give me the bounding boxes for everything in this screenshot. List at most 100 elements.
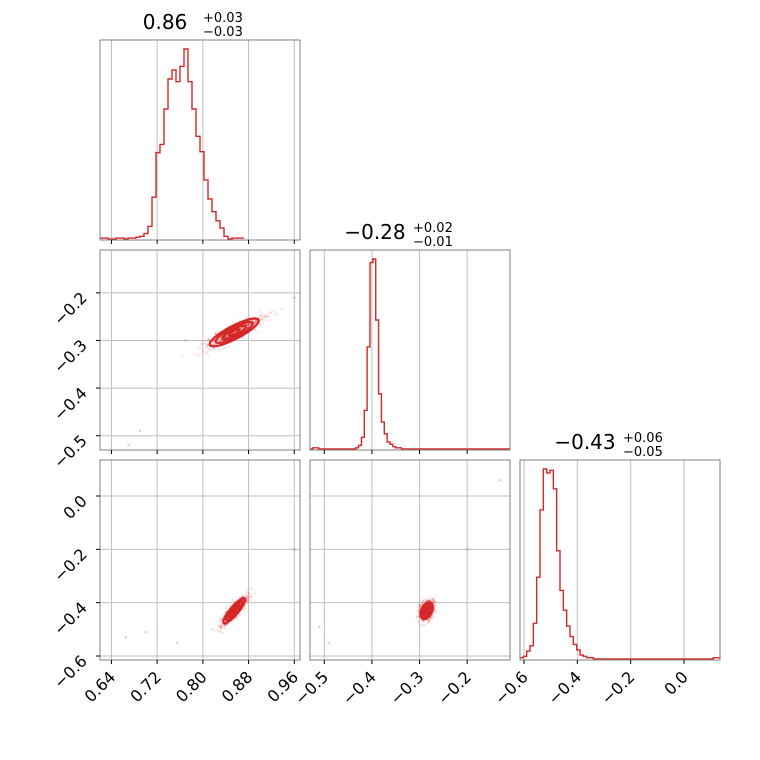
scatter-point: [419, 602, 422, 606]
scatter-point: [221, 623, 225, 627]
scatter-point: [415, 615, 418, 618]
scatter-point: [216, 331, 220, 334]
scatter-point: [417, 619, 420, 622]
scatter-point: [224, 626, 227, 630]
scatter-point: [248, 323, 251, 326]
x-tick-label: −0.2: [434, 667, 475, 708]
scatter-point: [426, 621, 429, 625]
scatter-point: [246, 322, 249, 326]
scatter-point: [252, 319, 255, 322]
scatter-point: [219, 624, 223, 628]
scatter-point: [274, 313, 277, 317]
scatter-point: [417, 615, 421, 619]
scatter-point: [248, 323, 252, 327]
scatter-point: [224, 335, 228, 339]
scatter-outlier: [327, 641, 331, 644]
scatter-point: [204, 352, 208, 355]
histogram-panel-1: [309, 249, 511, 451]
scatter-point: [245, 595, 248, 598]
param-title-minus-0: −0.03: [203, 25, 243, 40]
scatter-point: [254, 328, 258, 332]
scatter-point: [418, 606, 422, 609]
scatter-point: [228, 604, 231, 607]
scatter-point: [230, 620, 234, 623]
scatter-point: [417, 615, 420, 619]
scatter-point: [431, 598, 434, 601]
x-tick-label: −0.4: [339, 667, 380, 708]
scatter-point: [246, 600, 250, 603]
scatter-point: [253, 328, 257, 332]
scatter-point: [250, 587, 253, 591]
scatter-point: [432, 601, 436, 604]
scatter-point: [428, 618, 432, 622]
scatter-point: [418, 599, 421, 603]
histogram-step-line: [100, 48, 244, 240]
scatter-point: [272, 309, 276, 313]
scatter-point: [245, 594, 249, 597]
scatter-point: [270, 318, 273, 322]
scatter-point: [423, 600, 426, 603]
scatter-point: [421, 599, 425, 602]
scatter-point: [219, 625, 222, 628]
y-tick-label: −0.4: [50, 598, 91, 639]
param-title-minus-2: −0.05: [623, 445, 663, 460]
x-tick-label: 0.72: [126, 667, 165, 706]
scatter-point: [214, 331, 217, 335]
scatter-point: [254, 320, 258, 323]
scatter-point: [434, 604, 437, 608]
scatter-point: [224, 335, 228, 339]
scatter-point: [423, 597, 427, 601]
scatter-point: [246, 336, 249, 340]
scatter-point: [242, 607, 245, 611]
scatter-point: [218, 337, 221, 341]
scatter-point: [260, 318, 263, 321]
scatter-points: [318, 478, 502, 644]
scatter-outlier: [124, 636, 128, 639]
scatter-point: [432, 600, 435, 603]
scatter-point: [428, 620, 431, 623]
scatter-outlier: [318, 625, 321, 628]
scatter-point: [253, 592, 256, 596]
panel-frame: [99, 459, 301, 661]
scatter-point: [248, 592, 251, 596]
scatter-point: [257, 330, 260, 334]
scatter-point: [433, 600, 437, 603]
scatter-point: [261, 316, 264, 319]
histogram-panel-2: [519, 459, 721, 661]
density-contour: [227, 328, 241, 337]
scatter-point: [432, 615, 435, 618]
scatter-point: [433, 603, 437, 606]
x-tick-label: −0.4: [544, 667, 585, 708]
scatter-point: [211, 342, 215, 345]
scatter-point: [221, 631, 224, 634]
scatter-point: [253, 320, 257, 323]
scatter-point: [247, 595, 250, 599]
scatter-point: [209, 348, 213, 352]
scatter-point: [246, 597, 249, 601]
scatter-point: [422, 599, 425, 603]
x-tick-label: 0.80: [172, 667, 211, 706]
scatter-point: [263, 316, 267, 319]
panel-frame: [309, 459, 511, 661]
scatter-point: [432, 600, 436, 604]
joint-panel-1-2: [309, 459, 511, 661]
scatter-point: [419, 603, 422, 607]
density-contour: [221, 324, 248, 341]
scatter-point: [200, 347, 203, 350]
scatter-point: [225, 335, 229, 338]
x-tick-label: −0.6: [491, 667, 532, 708]
scatter-point: [207, 354, 211, 357]
scatter-point: [418, 608, 421, 612]
panel-frame: [519, 459, 721, 661]
scatter-point: [216, 629, 220, 633]
scatter-outlier: [499, 478, 502, 482]
scatter-point: [248, 599, 252, 603]
scatter-point: [260, 313, 264, 316]
scatter-point: [220, 626, 223, 629]
scatter-point: [233, 600, 236, 603]
scatter-point: [430, 597, 433, 601]
scatter-point: [434, 601, 437, 604]
scatter-point: [218, 338, 221, 341]
scatter-point: [218, 630, 221, 633]
scatter-point: [428, 617, 432, 621]
